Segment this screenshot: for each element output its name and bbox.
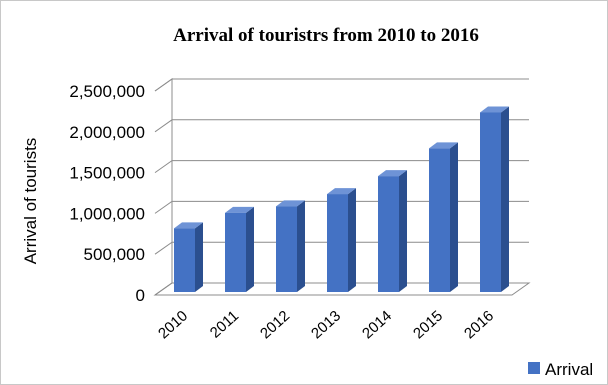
gridline	[154, 78, 529, 92]
y-tick-label: 500,000	[84, 245, 145, 264]
bar-side	[450, 142, 458, 292]
bar	[174, 222, 203, 292]
legend-label: Arrival	[545, 360, 593, 379]
y-tick-label: 2,000,000	[69, 123, 145, 142]
bar-front	[378, 176, 399, 292]
bar-side	[348, 188, 356, 292]
y-axis-title: Arrival of tourists	[21, 138, 40, 265]
bars	[174, 106, 509, 292]
x-tick-label: 2012	[257, 307, 293, 342]
gridline	[154, 282, 529, 296]
bar-front	[276, 206, 297, 292]
bar-side	[501, 106, 509, 292]
bar-front	[174, 228, 195, 292]
bar	[327, 188, 356, 292]
y-tick-label: 0	[136, 286, 145, 305]
bar-top	[276, 200, 305, 207]
bar	[378, 170, 407, 292]
bar-top	[174, 222, 203, 229]
y-axis-ticks: 0 500,000 1,000,000 1,500,000 2,000,000 2,500…	[69, 82, 145, 305]
bar	[225, 206, 254, 292]
legend-swatch	[528, 362, 540, 374]
gridlines	[154, 78, 529, 296]
y-tick-label: 1,000,000	[69, 204, 145, 223]
gridline	[154, 241, 529, 255]
x-tick-label: 2011	[207, 307, 242, 341]
bar-front	[429, 148, 450, 292]
chart-title: Arrival of touristrs from 2010 to 2016	[173, 25, 479, 46]
bar-side	[246, 206, 254, 292]
bar-front	[225, 212, 246, 292]
y-tick-label: 2,500,000	[69, 82, 145, 101]
side-wall	[154, 78, 173, 296]
legend: Arrival	[528, 360, 593, 379]
bar-front	[480, 112, 501, 292]
gridline	[154, 160, 529, 174]
x-tick-label: 2016	[461, 307, 497, 342]
bar	[276, 200, 305, 292]
bar-front	[327, 194, 348, 292]
bar	[480, 106, 509, 292]
x-tick-label: 2013	[308, 307, 344, 342]
bar-side	[297, 200, 305, 292]
bar-top	[225, 206, 254, 213]
x-tick-label: 2010	[155, 307, 191, 342]
bar-side	[399, 170, 407, 292]
bar-top	[480, 106, 509, 113]
gridline	[154, 200, 529, 214]
gridline	[154, 119, 529, 133]
x-tick-label: 2014	[359, 307, 395, 342]
bar	[429, 142, 458, 292]
bar-side	[195, 222, 203, 292]
y-tick-label: 1,500,000	[69, 164, 145, 183]
x-axis-ticks: 2010 2011 2012 2013 2014 2015 2016	[155, 307, 497, 342]
bar-top	[327, 188, 356, 195]
bar-top	[429, 142, 458, 149]
bar-top	[378, 170, 407, 177]
x-tick-label: 2015	[410, 307, 446, 342]
